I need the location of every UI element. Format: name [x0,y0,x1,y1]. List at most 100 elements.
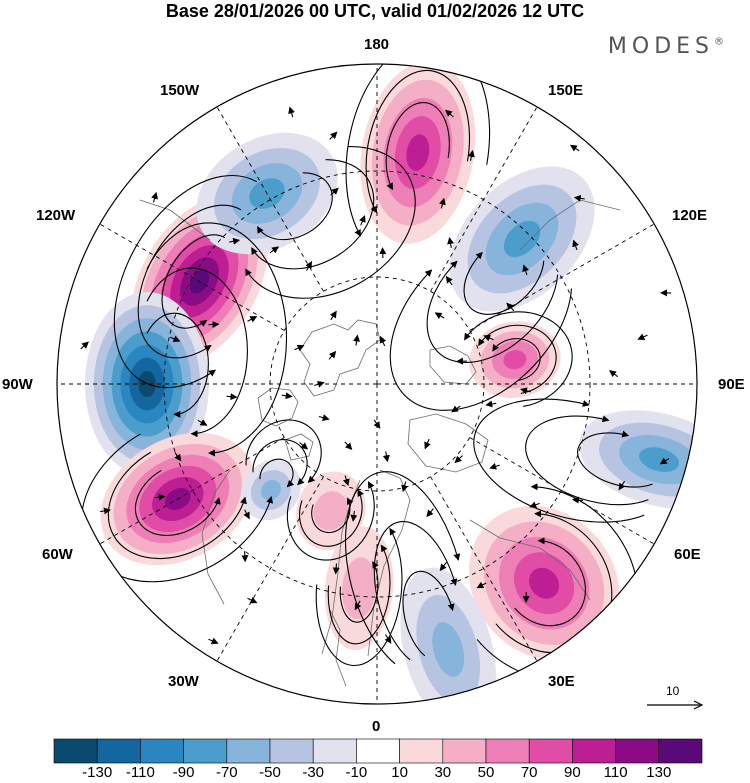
brand-mark: ® [714,36,724,48]
chart-title: Base 28/01/2026 00 UTC, valid 01/02/2026… [165,1,585,21]
anomaly-contour [432,622,465,677]
meridian-line [430,476,538,662]
wind-arrow [247,316,258,323]
wind-arrow [447,237,455,248]
wind-arrow [659,457,670,465]
lon-label-60w: 60W [42,546,73,563]
colorbar-tick-label: 130 [646,764,672,781]
colorbar-swatch [399,738,444,764]
wind-arrow [281,392,293,400]
streamline [339,561,379,623]
streamline [137,204,242,359]
wind-arrow [154,493,166,501]
wind-arrow [350,510,358,522]
streamline [146,222,288,457]
anomaly-center [360,64,476,244]
streamline [525,415,649,506]
streamline [492,338,541,381]
anomaly-center [449,166,595,312]
wind-arrow [241,551,249,563]
wind-arrow [359,215,366,226]
wind-arrow [170,335,181,343]
wind-arrow [353,334,361,346]
streamline [146,267,248,438]
colorbar-tick-label: 90 [564,764,581,781]
lon-label-150e: 150E [548,82,584,99]
streamline [478,324,557,394]
streamline [345,64,491,237]
streamline [311,497,354,534]
anomaly-contour [406,134,430,171]
streamline [146,312,209,418]
colorbar-tick-label: -30 [302,764,325,781]
streamline [463,251,545,315]
wind-arrow [294,344,305,352]
colorbar-swatch [226,738,271,764]
lon-label-120e: 120E [672,207,708,224]
brand-name: MODES [607,34,714,59]
colorbar-swatch [53,738,98,764]
wind-arrow [506,302,515,312]
colorbar-swatch [442,738,487,764]
colorbar-swatch [356,738,400,764]
anomaly-contour [503,220,541,258]
wind-arrow [342,475,350,487]
streamline [298,489,364,547]
brand-logo: MODES® [608,34,724,59]
wind-arrow [288,106,295,118]
anomaly-center [468,505,620,661]
streamline [402,570,455,657]
colorbar-tick-label: -130 [82,764,113,781]
colorbar [53,738,703,764]
colorbar-tick-label: 10 [391,764,408,781]
colorbar-swatch [269,738,314,764]
wind-arrow [344,441,353,451]
wind-arrow [328,350,337,360]
streamline [107,451,247,560]
streamline [327,544,391,645]
lon-label-30w: 30W [168,673,199,690]
colorbar-tick-label: 50 [477,764,495,781]
colorbar-swatch [140,738,184,764]
wind-arrow [434,312,445,319]
streamline [385,102,450,191]
wind-arrow [384,634,392,644]
anomaly-contour [503,350,527,370]
wind-arrow [299,442,309,450]
colorbar-swatch [615,738,660,764]
anomaly-center [240,460,301,521]
streamline [252,439,308,486]
lon-label-60e: 60E [674,546,701,563]
wind-arrow [382,451,390,463]
wind-arrow [332,563,340,575]
wind-arrow [573,194,585,202]
wind-arrow [269,246,280,254]
streamline-group [146,222,288,457]
wind-arrow [314,380,325,388]
meridian-line [430,106,538,292]
wind-arrow [354,600,362,611]
colorbar-tick-label: 30 [434,764,452,781]
colorbar-swatch [96,738,141,764]
colorbar-tick-label: 110 [603,764,628,781]
anomaly-contour [260,480,281,501]
coastlines [139,199,621,687]
streamline-group [245,419,322,488]
wind-arrow [520,387,531,395]
wind-arrow [197,419,208,426]
colorbar-tick-label: -10 [345,764,368,781]
wind-arrow [100,507,111,515]
wind-arrow [229,237,241,245]
streamline [365,70,471,214]
streamline [286,481,375,561]
colorbar-tick-label: -50 [259,764,281,781]
wind-arrow [379,335,387,347]
latitude-circle [163,170,591,598]
streamline [577,430,653,488]
streamline-group [345,64,491,237]
colorbar-swatch [658,738,703,764]
streamline [373,521,458,661]
wind-arrow [247,596,258,604]
wind-arrow [569,144,580,152]
